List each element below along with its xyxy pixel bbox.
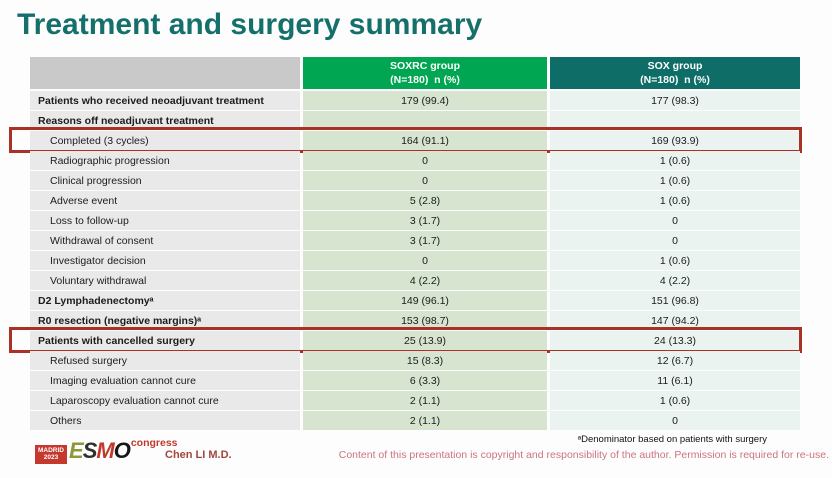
table-row: Imaging evaluation cannot cure 6 (3.3) 1… bbox=[30, 371, 800, 390]
sox-value: 0 bbox=[550, 211, 800, 230]
header-cell-sox-group: SOX group (N=180) n (%) bbox=[550, 57, 800, 89]
row-label: Investigator decision bbox=[30, 251, 300, 270]
row-label: Completed (3 cycles) bbox=[30, 131, 300, 150]
soxrc-value: 2 (1.1) bbox=[303, 391, 547, 410]
sox-value bbox=[550, 111, 800, 130]
table-row: Investigator decision 0 1 (0.6) bbox=[30, 251, 800, 270]
table-row: Laparoscopy evaluation cannot cure 2 (1.… bbox=[30, 391, 800, 410]
header-cell-empty bbox=[30, 57, 300, 89]
sox-value: 4 (2.2) bbox=[550, 271, 800, 290]
row-label: Patients with cancelled surgery bbox=[30, 331, 300, 350]
row-label: Loss to follow-up bbox=[30, 211, 300, 230]
summary-table: SOXRC group (N=180) n (%) SOX group (N=1… bbox=[9, 57, 802, 431]
soxrc-value: 5 (2.8) bbox=[303, 191, 547, 210]
soxrc-value: 0 bbox=[303, 251, 547, 270]
sox-value: 169 (93.9) bbox=[550, 131, 800, 150]
row-label: Voluntary withdrawal bbox=[30, 271, 300, 290]
denominator-footnote: ᵃDenominator based on patients with surg… bbox=[577, 434, 767, 445]
sox-value: 1 (0.6) bbox=[550, 171, 800, 190]
table-row: Voluntary withdrawal 4 (2.2) 4 (2.2) bbox=[30, 271, 800, 290]
table-row: Withdrawal of consent 3 (1.7) 0 bbox=[30, 231, 800, 250]
soxrc-value: 153 (98.7) bbox=[303, 311, 547, 330]
table-row: R0 resection (negative margins)ᵃ 153 (98… bbox=[30, 311, 800, 330]
sox-value: 0 bbox=[550, 231, 800, 250]
row-label: Imaging evaluation cannot cure bbox=[30, 371, 300, 390]
soxrc-value: 15 (8.3) bbox=[303, 351, 547, 370]
soxrc-value: 2 (1.1) bbox=[303, 411, 547, 430]
row-label: Clinical progression bbox=[30, 171, 300, 190]
table-row: Radiographic progression 0 1 (0.6) bbox=[30, 151, 800, 170]
esmo-letter-e: E bbox=[69, 438, 84, 463]
soxrc-value: 0 bbox=[303, 171, 547, 190]
table-row: Refused surgery 15 (8.3) 12 (6.7) bbox=[30, 351, 800, 370]
row-label: Refused surgery bbox=[30, 351, 300, 370]
soxrc-value bbox=[303, 111, 547, 130]
sox-value: 0 bbox=[550, 411, 800, 430]
row-label: Adverse event bbox=[30, 191, 300, 210]
table-row: Loss to follow-up 3 (1.7) 0 bbox=[30, 211, 800, 230]
sox-value: 24 (13.3) bbox=[550, 331, 800, 350]
table-body: Patients who received neoadjuvant treatm… bbox=[9, 91, 802, 430]
table-row: Completed (3 cycles) 164 (91.1) 169 (93.… bbox=[9, 127, 802, 153]
row-label: Reasons off neoadjuvant treatment bbox=[30, 111, 300, 130]
page-title: Treatment and surgery summary bbox=[17, 8, 483, 41]
sox-value: 12 (6.7) bbox=[550, 351, 800, 370]
row-label: Laparoscopy evaluation cannot cure bbox=[30, 391, 300, 410]
table-row: Patients with cancelled surgery 25 (13.9… bbox=[9, 327, 802, 353]
table-row: Adverse event 5 (2.8) 1 (0.6) bbox=[30, 191, 800, 210]
row-label: Withdrawal of consent bbox=[30, 231, 300, 250]
soxrc-value: 179 (99.4) bbox=[303, 91, 547, 110]
sox-value: 11 (6.1) bbox=[550, 371, 800, 390]
logo-location: MADRID bbox=[38, 447, 64, 454]
sox-value: 177 (98.3) bbox=[550, 91, 800, 110]
congress-label: congress bbox=[130, 437, 178, 449]
sox-value: 1 (0.6) bbox=[550, 151, 800, 170]
soxrc-value: 164 (91.1) bbox=[303, 131, 547, 150]
table-row: Others 2 (1.1) 0 bbox=[30, 411, 800, 430]
esmo-letter-m: M bbox=[96, 438, 114, 463]
soxrc-group-name: SOXRC group bbox=[390, 59, 460, 72]
soxrc-value: 3 (1.7) bbox=[303, 211, 547, 230]
soxrc-group-n: (N=180) n (%) bbox=[390, 74, 460, 86]
madrid-2023-badge: MADRID 2023 bbox=[35, 445, 67, 464]
logo-year: 2023 bbox=[43, 454, 59, 462]
row-label: Patients who received neoadjuvant treatm… bbox=[30, 91, 300, 110]
soxrc-value: 6 (3.3) bbox=[303, 371, 547, 390]
table-header-row: SOXRC group (N=180) n (%) SOX group (N=1… bbox=[30, 57, 800, 89]
sox-value: 151 (96.8) bbox=[550, 291, 800, 310]
table-row: Clinical progression 0 1 (0.6) bbox=[30, 171, 800, 190]
esmo-congress-logo: MADRID 2023 ESMO congress bbox=[35, 436, 178, 464]
soxrc-value: 0 bbox=[303, 151, 547, 170]
sox-value: 147 (94.2) bbox=[550, 311, 800, 330]
sox-group-n: (N=180) n (%) bbox=[640, 74, 710, 86]
soxrc-value: 3 (1.7) bbox=[303, 231, 547, 250]
soxrc-value: 4 (2.2) bbox=[303, 271, 547, 290]
sox-value: 1 (0.6) bbox=[550, 191, 800, 210]
header-cell-soxrc-group: SOXRC group (N=180) n (%) bbox=[303, 57, 547, 89]
copyright-notice: Content of this presentation is copyrigh… bbox=[338, 449, 829, 461]
esmo-letter-s: S bbox=[82, 438, 98, 463]
esmo-wordmark: ESMO bbox=[69, 438, 131, 463]
soxrc-value: 25 (13.9) bbox=[303, 331, 547, 350]
row-label: D2 Lymphadenectomyᵃ bbox=[30, 291, 300, 310]
soxrc-value: 149 (96.1) bbox=[303, 291, 547, 310]
table-row: D2 Lymphadenectomyᵃ 149 (96.1) 151 (96.8… bbox=[30, 291, 800, 310]
table-row: Reasons off neoadjuvant treatment bbox=[30, 111, 800, 130]
presenter-name: Chen LI M.D. bbox=[165, 449, 232, 461]
row-label: Others bbox=[30, 411, 300, 430]
row-label: Radiographic progression bbox=[30, 151, 300, 170]
sox-group-name: SOX group bbox=[647, 59, 703, 72]
table-row: Patients who received neoadjuvant treatm… bbox=[30, 91, 800, 110]
row-label: R0 resection (negative margins)ᵃ bbox=[30, 311, 300, 330]
esmo-letter-o: O bbox=[113, 438, 131, 463]
sox-value: 1 (0.6) bbox=[550, 391, 800, 410]
sox-value: 1 (0.6) bbox=[550, 251, 800, 270]
